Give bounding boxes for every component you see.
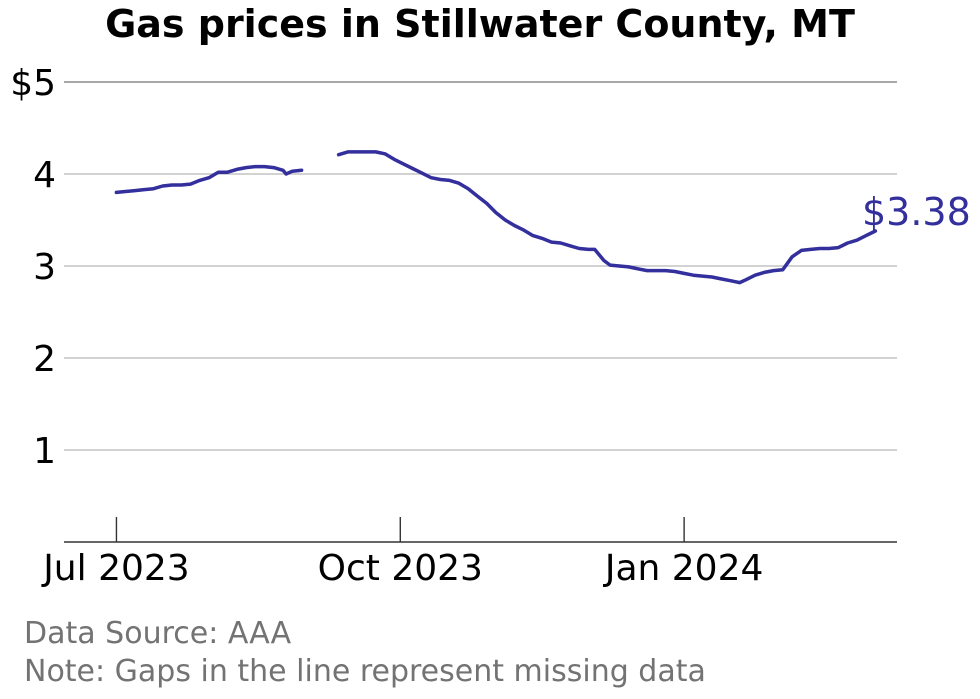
x-tick-label: Jul 2023 — [41, 548, 190, 589]
data-source-note: Data Source: AAA — [24, 616, 292, 651]
grid-lines — [64, 81, 897, 451]
price-line-segment — [114, 164, 304, 195]
end-value-label: $3.38 — [862, 190, 971, 234]
x-tick-label: Oct 2023 — [318, 548, 483, 589]
x-axis: Jul 2023 Oct 2023 Jan 2024 — [41, 517, 897, 589]
y-tick-label: 1 — [33, 431, 56, 472]
y-tick-label: 3 — [33, 247, 56, 288]
series-lines — [114, 150, 878, 285]
missing-data-note: Note: Gaps in the line represent missing… — [24, 654, 706, 689]
y-tick-label: 4 — [33, 155, 56, 196]
y-tick-label: 2 — [33, 339, 56, 380]
x-tick-label: Jan 2024 — [603, 548, 764, 589]
y-tick-label: $5 — [10, 63, 56, 104]
chart-title: Gas prices in Stillwater County, MT — [105, 2, 855, 46]
y-axis-tick-labels: $5 4 3 2 1 — [10, 63, 56, 472]
price-line-segment — [336, 150, 878, 285]
